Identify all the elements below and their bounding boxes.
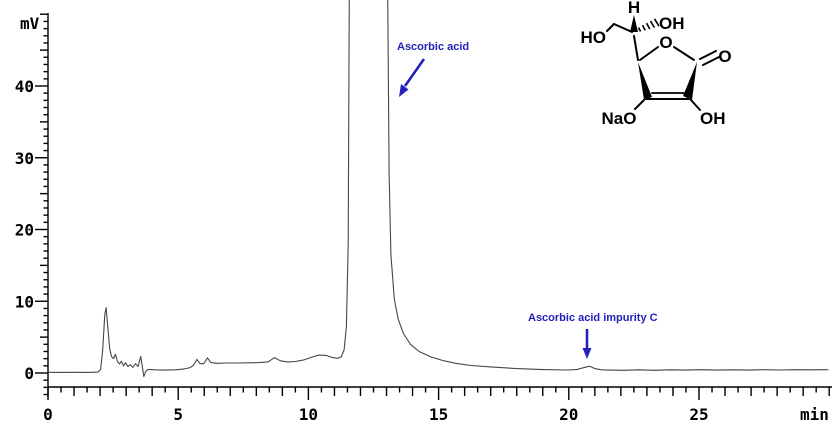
x-axis-unit-label: min <box>800 405 829 424</box>
x-tick-label: 25 <box>689 405 708 424</box>
atom-label-ho-left: HO <box>581 28 607 47</box>
y-tick-label: 40 <box>15 77 34 96</box>
bond-c3-nao <box>634 99 645 110</box>
x-tick-label: 20 <box>559 405 578 424</box>
hashed-wedge-oh-bond <box>637 18 660 32</box>
bond-ch2-ho <box>606 23 615 32</box>
atom-label-o-carbonyl: O <box>718 47 731 66</box>
bond-oring-c1 <box>673 46 695 61</box>
atom-label-h: H <box>628 0 640 17</box>
bond-c1-o-lower <box>702 56 720 66</box>
y-tick-label: 10 <box>15 292 34 311</box>
peak-annotation-impurity-c: Ascorbic acid impurity C <box>528 312 658 324</box>
atom-label-nao: NaO <box>602 109 637 128</box>
x-tick-label: 15 <box>429 405 448 424</box>
bond-c4-oring <box>639 46 659 61</box>
peak-annotation-ascorbic-acid: Ascorbic acid <box>397 41 470 53</box>
atom-label-oh-top: OH <box>659 14 685 33</box>
x-tick-label: 5 <box>173 405 183 424</box>
bond-c5-c4 <box>633 35 639 61</box>
bond-c5-ch2 <box>613 23 633 33</box>
bond-c2-oh <box>690 99 701 111</box>
atom-label-o-ring: O <box>659 33 672 52</box>
impurity-c-arrow <box>582 329 592 359</box>
ascorbic-acid-arrow <box>399 58 426 97</box>
bond-c1-o-upper <box>699 50 717 60</box>
bold-wedge-h-bond <box>630 15 638 32</box>
atom-label-oh-bottom: OH <box>700 109 726 128</box>
x-tick-label: 0 <box>43 405 53 424</box>
molecule-structure: H OH HO O O NaO OH <box>581 0 732 128</box>
y-tick-label: 20 <box>15 221 34 240</box>
y-axis-unit-label: mV <box>20 14 40 33</box>
y-tick-label: 0 <box>24 364 34 383</box>
bold-wedge-c1-c2 <box>683 62 697 100</box>
bold-wedge-c4-c3 <box>638 62 652 100</box>
signal-trace <box>47 0 829 378</box>
y-tick-label: 30 <box>15 149 34 168</box>
x-tick-label: 10 <box>299 405 318 424</box>
